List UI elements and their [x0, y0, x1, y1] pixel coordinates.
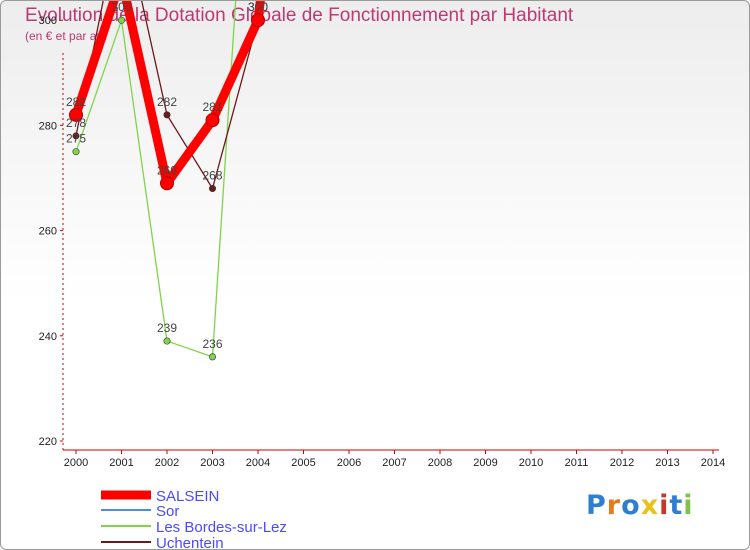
data-label-les-bordes-sur-lez: 275 — [66, 132, 86, 146]
data-label-salsein: 282 — [66, 95, 86, 109]
x-tick-label: 2001 — [109, 457, 133, 469]
data-point-uchentein — [209, 185, 217, 193]
y-tick-label: 280 — [39, 120, 57, 132]
x-tick-label: 2009 — [473, 457, 497, 469]
data-point-salsein — [205, 113, 220, 128]
series-points — [69, 13, 265, 361]
x-tick-label: 2014 — [701, 457, 725, 469]
x-tick-label: 2013 — [655, 457, 679, 469]
legend-label-sor: Sor — [156, 503, 179, 520]
data-point-salsein — [69, 107, 83, 122]
x-tick-label: 2002 — [155, 457, 179, 469]
data-point-uchentein — [72, 132, 80, 140]
series-line-salsein — [71, 1, 265, 188]
x-tick-label: 2008 — [428, 457, 452, 469]
proxiti-logo: Proxiti — [586, 490, 694, 521]
data-point-salsein — [160, 176, 174, 191]
series-lines — [71, 1, 265, 358]
chart-subtitle: (en € et par an) — [25, 29, 108, 43]
series-line-les-bordes-sur-lez — [75, 1, 237, 358]
series-line-uchentein — [75, 1, 261, 190]
x-tick-label: 2000 — [64, 457, 88, 469]
data-label-uchentein: 278 — [66, 116, 86, 130]
data-label-les-bordes-sur-lez: 300 — [111, 1, 131, 14]
x-tick-label: 2003 — [200, 457, 224, 469]
legend-label-uchentein: Uchentein — [156, 535, 224, 550]
x-tick-label: 2004 — [246, 457, 270, 469]
data-label-uchentein: 300 — [248, 1, 268, 14]
y-tick-label: 220 — [39, 436, 57, 448]
chart-title: Evolution de la Dotation Globale de Fonc… — [25, 5, 574, 26]
axes-group: 2202402602803003203403603804004204404604… — [39, 15, 726, 469]
data-label-uchentein: 268 — [202, 169, 222, 183]
x-tick-label: 2011 — [565, 457, 589, 469]
data-point-les-bordes-sur-lez — [209, 353, 217, 361]
data-point-uchentein — [163, 111, 171, 119]
data-label-salsein: 281 — [202, 100, 222, 114]
data-point-les-bordes-sur-lez — [163, 337, 171, 345]
data-point-salsein — [251, 13, 265, 28]
data-label-les-bordes-sur-lez: 239 — [157, 321, 177, 335]
x-tick-label: 2005 — [291, 457, 315, 469]
x-tick-label: 2007 — [382, 457, 406, 469]
data-label-uchentein: 282 — [157, 95, 177, 109]
data-label-salsein: 300 — [248, 1, 268, 14]
x-tick-label: 2012 — [610, 457, 634, 469]
x-tick-label: 2006 — [337, 457, 361, 469]
data-labels: 3323573343523704334164334234354244254054… — [66, 1, 268, 351]
y-tick-label: 260 — [39, 226, 57, 238]
y-tick-label: 300 — [39, 15, 57, 27]
y-tick-label: 240 — [39, 331, 57, 343]
data-label-salsein: 269 — [157, 163, 177, 177]
x-tick-label: 2010 — [519, 457, 543, 469]
legend-label-les-bordes-sur-lez: Les Bordes-sur-Lez — [156, 519, 287, 536]
data-label-les-bordes-sur-lez: 236 — [202, 337, 222, 351]
legend-label-salsein: SALSEIN — [156, 488, 219, 505]
data-point-les-bordes-sur-lez — [72, 148, 80, 156]
data-point-les-bordes-sur-lez — [118, 16, 126, 24]
